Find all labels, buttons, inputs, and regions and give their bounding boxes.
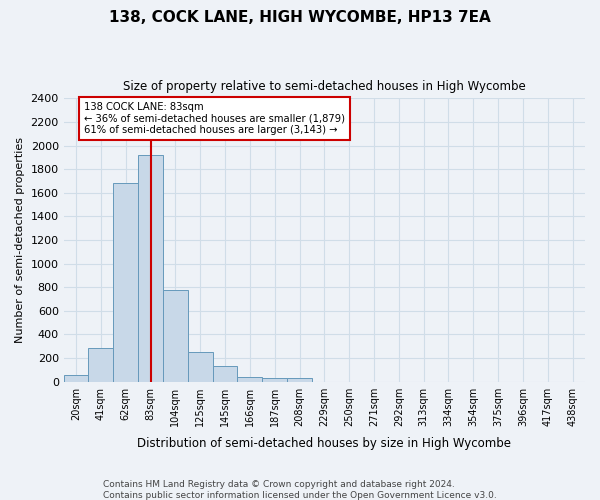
X-axis label: Distribution of semi-detached houses by size in High Wycombe: Distribution of semi-detached houses by … <box>137 437 511 450</box>
Bar <box>113 182 138 382</box>
Bar <box>287 378 312 382</box>
Bar <box>88 348 113 382</box>
Bar <box>238 377 262 382</box>
Bar <box>262 378 287 382</box>
Bar <box>138 155 163 382</box>
Text: Contains HM Land Registry data © Crown copyright and database right 2024.
Contai: Contains HM Land Registry data © Crown c… <box>103 480 497 500</box>
Bar <box>212 366 238 382</box>
Bar <box>163 290 188 382</box>
Text: 138 COCK LANE: 83sqm
← 36% of semi-detached houses are smaller (1,879)
61% of se: 138 COCK LANE: 83sqm ← 36% of semi-detac… <box>83 102 344 135</box>
Text: 138, COCK LANE, HIGH WYCOMBE, HP13 7EA: 138, COCK LANE, HIGH WYCOMBE, HP13 7EA <box>109 10 491 25</box>
Bar <box>64 374 88 382</box>
Y-axis label: Number of semi-detached properties: Number of semi-detached properties <box>15 137 25 343</box>
Title: Size of property relative to semi-detached houses in High Wycombe: Size of property relative to semi-detach… <box>123 80 526 93</box>
Bar <box>188 352 212 382</box>
